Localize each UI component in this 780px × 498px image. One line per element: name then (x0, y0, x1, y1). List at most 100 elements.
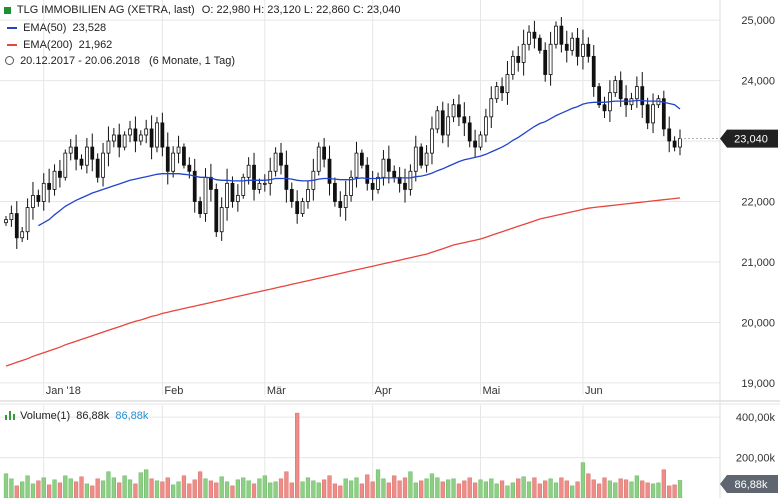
candle-body (295, 201, 300, 214)
volume-bar (640, 480, 645, 498)
candle-body (235, 195, 240, 202)
candle-body (403, 182, 407, 190)
candle-body (117, 134, 122, 148)
volume-bar (316, 482, 321, 498)
volume-bar (570, 485, 575, 498)
volume-bar (332, 483, 338, 498)
price-tick-label: 25,000 (741, 15, 775, 27)
volume-bar (483, 481, 489, 498)
candle-body (58, 170, 62, 178)
volume-bar (14, 485, 19, 498)
candle-body (41, 182, 46, 202)
volume-bar (645, 482, 650, 498)
candle-body (262, 182, 267, 185)
volume-bar (36, 480, 41, 498)
candle-body (597, 86, 602, 106)
volume-bar (192, 479, 197, 498)
volume-bar (650, 483, 656, 498)
candle-body (144, 128, 149, 136)
volume-bar (596, 483, 602, 498)
candle-body (209, 176, 213, 190)
candle-body (316, 146, 321, 172)
volume-bar (656, 482, 661, 498)
candle-body (192, 170, 197, 202)
candle-body (289, 189, 294, 202)
volume-bar (111, 477, 116, 498)
volume-bar (176, 481, 181, 498)
volume-bar (84, 483, 90, 498)
candle-body (36, 195, 41, 202)
volume-bar (494, 483, 499, 498)
volume-bar (311, 480, 316, 498)
price-tick-label: 19,000 (741, 378, 775, 390)
candle-body (661, 98, 666, 130)
volume-bar (241, 477, 246, 498)
ema50-line (38, 99, 681, 227)
volume-bar (365, 474, 370, 498)
candle-body (505, 74, 510, 94)
grid-lines (0, 0, 720, 498)
ema200-swatch (7, 44, 17, 47)
volume-bar (440, 481, 445, 498)
volume-last-box (720, 475, 778, 493)
candle-body (101, 152, 105, 178)
price-tick-label: 22,000 (741, 197, 775, 209)
volume-bar (46, 484, 52, 498)
candle-body (95, 158, 100, 178)
volume-bar (499, 480, 505, 498)
candle-body (430, 128, 434, 154)
candle-body (564, 43, 569, 51)
volume-bar (30, 483, 36, 498)
company-icon (4, 6, 11, 14)
candle-body (424, 152, 429, 166)
month-label: Jan '18 (46, 385, 81, 397)
ohlc-values: O: 22,980 H: 23,120 L: 22,860 C: 23,040 (201, 4, 401, 16)
volume-bar (559, 477, 564, 498)
candle-body (230, 182, 235, 202)
volume-bar (133, 483, 138, 498)
candle-body (435, 110, 440, 130)
volume-bar (284, 471, 289, 498)
candle-body (678, 138, 682, 148)
candle-body (370, 182, 375, 190)
chart-header: TLG IMMOBILIEN AG (XETRA, last) O: 22,98… (4, 4, 401, 16)
candle-body (31, 195, 35, 208)
volume-bar (235, 479, 240, 498)
candle-body (79, 158, 84, 166)
volume-bar (117, 482, 122, 498)
volume-bar (613, 482, 618, 498)
candle-body (349, 176, 353, 196)
volume-bar (181, 475, 187, 498)
candle-body (473, 140, 477, 148)
candle-body (392, 170, 397, 178)
ema200-value: 21,962 (78, 39, 113, 51)
volume-bar (677, 480, 683, 498)
volume-bar (79, 476, 84, 498)
volume-bar (429, 473, 435, 498)
volume-bar (144, 469, 149, 498)
month-label: Feb (164, 385, 183, 397)
candle-body (133, 128, 138, 142)
candle-body (306, 189, 310, 202)
volume-bar (548, 478, 553, 498)
candle-body (527, 31, 531, 45)
volume-bar (575, 481, 580, 498)
candle-body (219, 207, 224, 233)
volume-bar (100, 480, 106, 498)
volume-bar (419, 480, 424, 498)
candle-body (386, 158, 391, 172)
candle-body (279, 152, 283, 166)
volume-bar (90, 485, 95, 498)
volume-bar (532, 477, 537, 498)
volume-bar (224, 481, 230, 498)
candle-body (20, 231, 25, 239)
volume-bar (300, 481, 305, 498)
volume-bar (435, 477, 440, 498)
volume-bar (63, 475, 68, 498)
volume-bar (230, 485, 235, 498)
volume-bar (214, 482, 219, 498)
volume-bar (273, 481, 278, 498)
volume-bar (553, 482, 559, 498)
volume-bar (348, 480, 354, 498)
